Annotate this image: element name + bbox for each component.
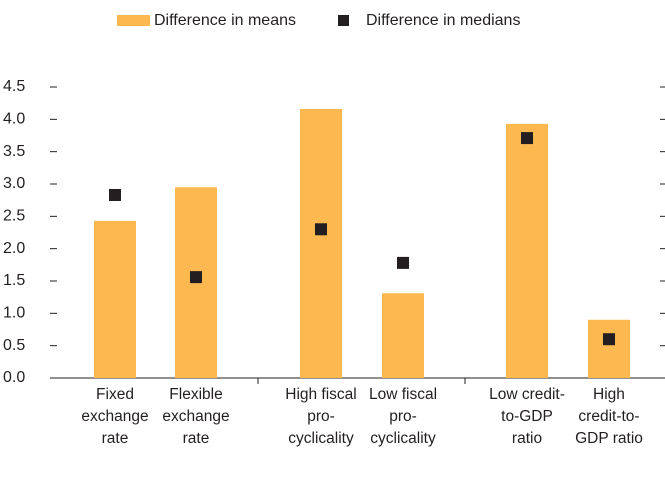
bar	[94, 220, 136, 378]
x-tick-label: Flexible exchange rate	[162, 386, 230, 447]
y-tick-label: 1.0	[3, 305, 25, 322]
median-marker	[603, 333, 615, 346]
legend-swatch	[117, 15, 150, 26]
x-tick-label: Low fiscal pro-cyclicality	[368, 386, 438, 447]
y-tick-label: 4.5	[3, 78, 25, 95]
median-marker	[397, 256, 409, 269]
y-tick-label: 1.5	[3, 272, 25, 289]
median-marker	[521, 132, 533, 145]
median-marker	[109, 188, 121, 201]
bar	[300, 108, 342, 378]
x-tick-label: High credit-to-GDP ratio	[575, 386, 643, 447]
median-marker	[315, 223, 327, 236]
legend-label: Difference in means	[154, 12, 296, 29]
legend-label: Difference in medians	[366, 12, 520, 29]
y-tick-label: 4.0	[3, 111, 25, 128]
x-tick-label: High fiscal pro-cyclicality	[285, 386, 357, 447]
x-tick-label: Low credit-to-GDP ratio	[489, 386, 565, 447]
y-tick-label: 0.5	[3, 337, 25, 354]
median-marker	[190, 271, 202, 284]
x-tick-label: Fixed exchange rate	[81, 386, 149, 447]
legend-swatch	[338, 15, 349, 26]
y-tick-label: 3.5	[3, 143, 25, 160]
y-tick-label: 3.0	[3, 175, 25, 192]
bar	[506, 123, 548, 378]
bar	[588, 319, 630, 378]
y-tick-label: 0.0	[3, 369, 25, 386]
y-tick-label: 2.0	[3, 240, 25, 257]
bar	[382, 293, 424, 378]
y-tick-label: 2.5	[3, 208, 25, 225]
